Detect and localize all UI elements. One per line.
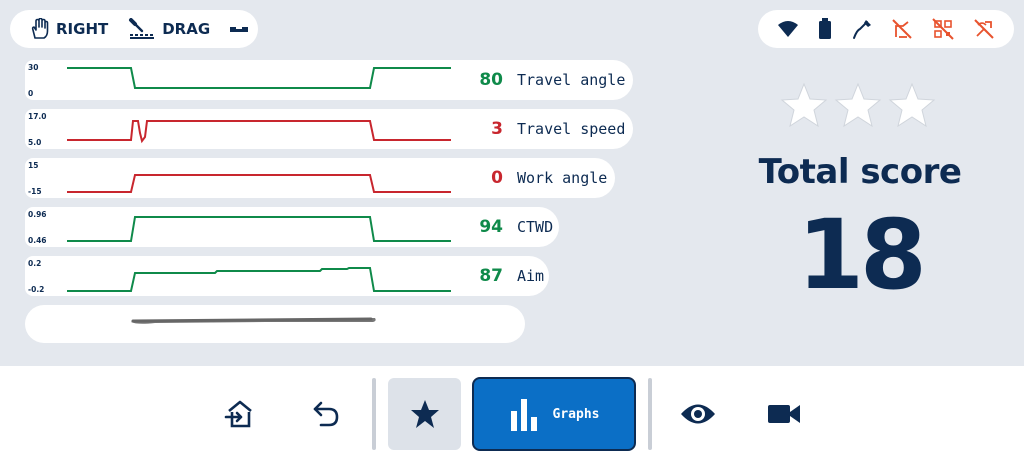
favorite-button[interactable]	[388, 378, 461, 450]
torch-off-icon	[892, 19, 913, 39]
travel-speed-trace	[67, 120, 451, 144]
graphs-button-label: Graphs	[552, 406, 600, 422]
work-angle-trace	[67, 174, 451, 193]
drag-torch-icon	[129, 18, 155, 39]
torch-icon	[852, 20, 871, 39]
eye-icon	[681, 404, 715, 424]
toolbar-divider	[372, 378, 376, 450]
mode-indicator: RIGHT DRAG	[10, 10, 258, 48]
travel-angle-score: 80 Travel angle	[451, 60, 633, 100]
qr-off-icon	[932, 18, 954, 40]
y-tick-top: 30	[28, 63, 39, 72]
star-icon	[834, 82, 882, 128]
status-bar	[758, 10, 1014, 48]
star-icon	[780, 82, 828, 128]
undo-icon	[313, 401, 339, 427]
sensor-off-icon	[973, 19, 994, 39]
work-angle-label: Work angle	[517, 169, 608, 187]
bar-chart-icon	[510, 399, 537, 431]
aim-label: Aim	[517, 267, 545, 285]
y-tick-bottom: 0.46	[28, 236, 47, 245]
hand-label: RIGHT	[56, 20, 109, 38]
travel-speed-value: 3	[491, 119, 503, 139]
total-score-title: Total score	[758, 152, 962, 192]
aim-value: 87	[479, 266, 503, 286]
y-tick-top: 17.0	[28, 112, 47, 121]
y-tick-bottom: -15	[28, 187, 42, 196]
aim-score: 87 Aim	[451, 256, 549, 296]
ctwd-graph: 0.96 0.46	[25, 207, 451, 247]
y-tick-top: 15	[28, 161, 39, 170]
travel-speed-graph: 17.0 5.0	[25, 109, 451, 149]
joint-type-icon	[230, 27, 249, 32]
video-camera-icon	[768, 405, 800, 423]
ctwd-trace	[67, 216, 451, 242]
aim-trace	[67, 267, 451, 292]
star-icon	[888, 82, 936, 128]
total-score-value: 18	[797, 199, 927, 311]
y-tick-bottom: 0	[28, 89, 34, 98]
graphs-button[interactable]: Graphs	[472, 377, 636, 451]
travel-angle-graph: 30 0	[25, 60, 451, 100]
battery-icon	[818, 18, 831, 39]
y-tick-top: 0.96	[28, 210, 47, 219]
travel-speed-label: Travel speed	[517, 120, 626, 138]
toolbar-divider	[648, 378, 652, 450]
star-icon	[410, 400, 439, 428]
ctwd-label: CTWD	[517, 218, 554, 236]
undo-button[interactable]	[304, 392, 348, 436]
travel-angle-value: 80	[479, 70, 503, 90]
aim-graph: 0.2 -0.2	[25, 256, 451, 296]
weld-seam-preview	[25, 305, 525, 343]
wifi-icon	[778, 21, 799, 37]
y-tick-bottom: -0.2	[28, 285, 45, 294]
travel-angle-trace	[67, 67, 451, 89]
video-button[interactable]	[762, 392, 806, 436]
ctwd-value: 94	[479, 217, 503, 237]
work-angle-graph: 15 -15	[25, 158, 451, 198]
work-angle-score: 0 Work angle	[451, 158, 615, 198]
exit-button[interactable]	[218, 392, 262, 436]
travel-angle-label: Travel angle	[517, 71, 626, 89]
y-tick-bottom: 5.0	[28, 138, 42, 147]
exit-icon	[224, 400, 252, 428]
view-button[interactable]	[676, 392, 720, 436]
hand-icon	[31, 18, 49, 39]
work-angle-value: 0	[491, 168, 503, 188]
score-stars	[780, 82, 936, 128]
ctwd-score: 94 CTWD	[451, 207, 559, 247]
technique-label: DRAG	[162, 20, 211, 38]
weld-bead-image	[131, 317, 376, 324]
y-tick-top: 0.2	[28, 259, 42, 268]
travel-speed-score: 3 Travel speed	[451, 109, 633, 149]
